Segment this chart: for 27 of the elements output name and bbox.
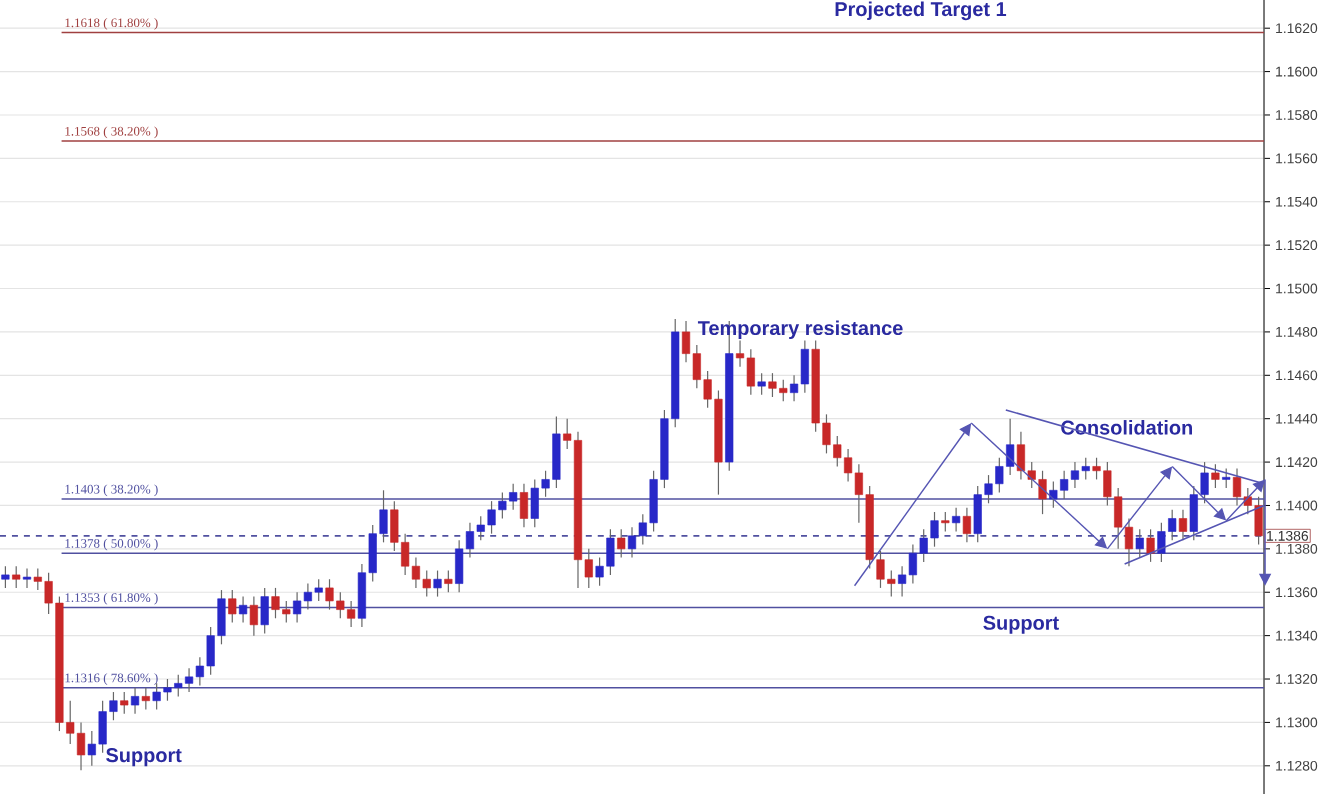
candlestick <box>962 507 971 543</box>
candlestick <box>260 587 269 635</box>
annotation: Support <box>106 748 182 767</box>
candlestick <box>444 569 453 593</box>
annotation: Projected Target 1 <box>835 1 1007 21</box>
candlestick <box>249 595 258 637</box>
candlestick <box>239 595 248 624</box>
candlestick <box>1146 528 1155 563</box>
candlestick <box>1211 463 1220 489</box>
candlestick <box>757 372 766 396</box>
candlestick <box>130 687 140 715</box>
candlestick <box>433 569 442 598</box>
candlestick <box>120 691 129 715</box>
candlestick <box>22 567 32 589</box>
candlestick <box>952 507 961 533</box>
candlestick <box>1135 528 1144 559</box>
annotation: Consolidation <box>1061 420 1192 435</box>
candlestick <box>1 565 10 589</box>
annotation: Support <box>983 615 1059 634</box>
candlestick <box>941 511 950 533</box>
candlestick <box>519 483 529 528</box>
candlestick <box>228 589 237 624</box>
candlestick <box>12 565 21 589</box>
candlestick <box>141 687 150 710</box>
candlestick <box>1222 467 1231 489</box>
candlestick <box>1178 509 1188 541</box>
candlestick <box>617 528 626 559</box>
